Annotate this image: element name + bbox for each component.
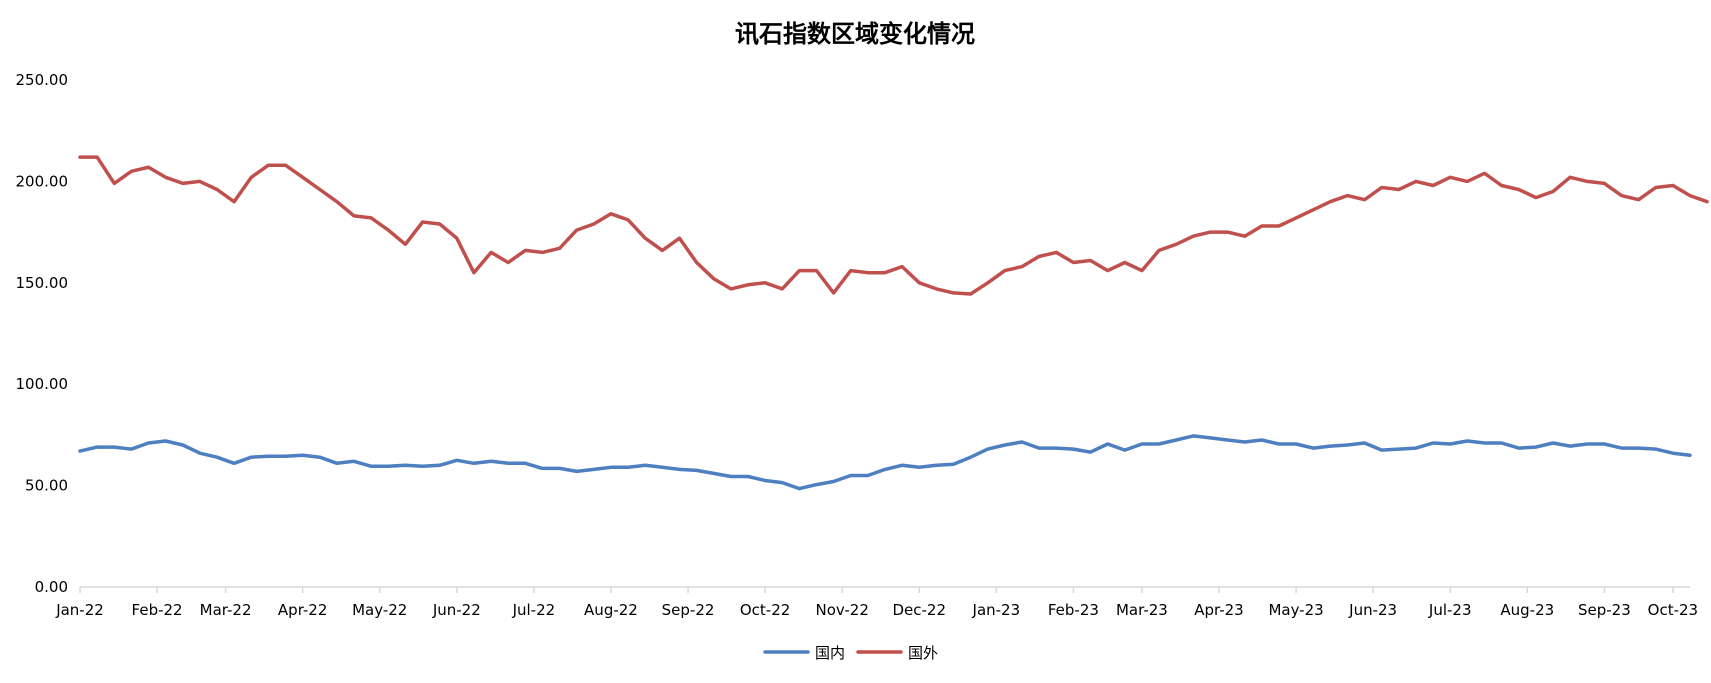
y-axis-ticks: 0.00 50.00 100.00 150.00 200.00 250.00 bbox=[16, 71, 69, 596]
x-tick-label: Aug-22 bbox=[584, 601, 638, 619]
x-tick-label: Mar-23 bbox=[1116, 601, 1168, 619]
y-tick-label: 150.00 bbox=[16, 274, 69, 292]
x-tick-label: Oct-23 bbox=[1648, 601, 1698, 619]
x-tick-label: May-22 bbox=[352, 601, 407, 619]
legend-label: 国外 bbox=[908, 644, 938, 662]
legend: 国内 国外 bbox=[763, 644, 938, 662]
x-tick-label: Apr-23 bbox=[1194, 601, 1244, 619]
series-layer bbox=[78, 155, 1709, 491]
legend-label: 国内 bbox=[815, 644, 845, 662]
y-tick-label: 0.00 bbox=[35, 578, 68, 596]
y-tick-label: 100.00 bbox=[16, 375, 69, 393]
x-tick-label: Jan-23 bbox=[972, 601, 1021, 619]
x-tick-label: Nov-22 bbox=[815, 601, 868, 619]
x-tick-label: Mar-22 bbox=[200, 601, 252, 619]
chart-title: 讯石指数区域变化情况 bbox=[735, 19, 975, 48]
x-tick-label: Jul-22 bbox=[512, 601, 556, 619]
series-line-overseas bbox=[78, 155, 1709, 296]
x-tick-label: Feb-23 bbox=[1048, 601, 1099, 619]
x-tick-label: Apr-22 bbox=[278, 601, 328, 619]
x-tick-label: Feb-22 bbox=[132, 601, 183, 619]
x-tick-label: Oct-22 bbox=[740, 601, 790, 619]
x-tick-label: Aug-23 bbox=[1500, 601, 1554, 619]
x-tick-label: Sep-22 bbox=[662, 601, 715, 619]
series-line-domestic bbox=[78, 434, 1692, 491]
x-tick-label: Jul-23 bbox=[1428, 601, 1472, 619]
y-tick-label: 50.00 bbox=[25, 477, 68, 495]
x-tick-label: Sep-23 bbox=[1578, 601, 1631, 619]
x-tick-label: May-23 bbox=[1268, 601, 1323, 619]
x-tick-label: Dec-22 bbox=[892, 601, 946, 619]
y-tick-label: 200.00 bbox=[16, 172, 69, 190]
x-tick-label: Jun-23 bbox=[1348, 601, 1397, 619]
y-tick-label: 250.00 bbox=[16, 71, 69, 89]
x-tick-label: Jan-22 bbox=[55, 601, 104, 619]
x-tick-label: Jun-22 bbox=[432, 601, 481, 619]
x-axis: Jan-22 Feb-22 Mar-22 Apr-22 May-22 Jun-22 Jul-… bbox=[55, 586, 1698, 619]
